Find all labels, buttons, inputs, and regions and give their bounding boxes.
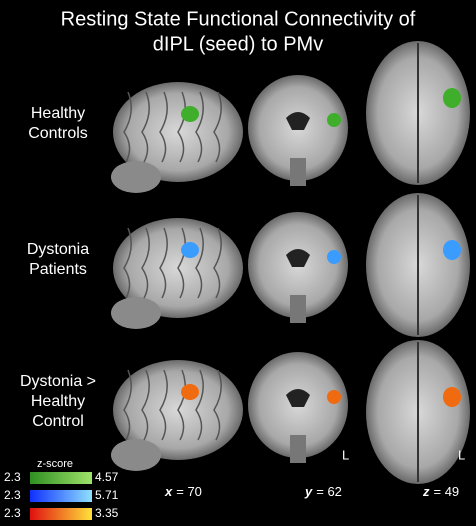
cerebellum <box>111 161 161 193</box>
sulcus <box>141 369 150 441</box>
cerebellum <box>111 439 161 471</box>
slice-value: = 49 <box>434 484 460 499</box>
sulcus <box>159 227 168 299</box>
activation-blob <box>443 387 461 407</box>
slice-value: = 62 <box>316 484 342 499</box>
row-label: Dystonia > <box>20 373 96 390</box>
orientation-mark: L <box>342 447 349 462</box>
row-label: Patients <box>29 261 87 278</box>
row-label: Dystonia <box>27 241 89 258</box>
ventricles <box>286 249 310 267</box>
cerebellum <box>111 297 161 329</box>
title-line: dIPL (seed) to PMv <box>153 33 323 55</box>
colorbar-min: 2.3 <box>4 470 21 484</box>
activation-blob <box>181 106 199 122</box>
sulcus <box>195 227 204 299</box>
brainstem <box>290 295 306 323</box>
row-label: Healthy <box>31 393 85 410</box>
sulcus <box>195 369 204 441</box>
sulcus <box>177 91 186 163</box>
colorbar-min: 2.3 <box>4 488 21 502</box>
ventricles <box>286 389 310 407</box>
activation-blob <box>181 384 199 400</box>
title-line: Resting State Functional Connectivity of <box>61 8 416 30</box>
sulcus <box>159 91 168 163</box>
slice-axis: x <box>164 484 173 499</box>
colorbar-max: 5.71 <box>95 488 119 502</box>
activation-blob <box>443 240 461 260</box>
sulcus <box>123 227 132 299</box>
sulcus <box>177 369 186 441</box>
sulcus <box>195 91 204 163</box>
brainstem <box>290 435 306 463</box>
slice-coordinate: x = 70 <box>164 484 202 499</box>
row-label: Control <box>32 413 84 430</box>
activation-blob <box>327 113 341 127</box>
sulcus <box>213 227 222 299</box>
ventricles <box>286 112 310 130</box>
colorbar <box>30 472 92 484</box>
slice-axis: z <box>422 484 430 499</box>
sulcus <box>123 91 132 163</box>
activation-blob <box>443 88 461 108</box>
activation-blob <box>327 390 341 404</box>
colorbar-min: 2.3 <box>4 506 21 520</box>
activation-blob <box>181 242 199 258</box>
sulcus <box>159 369 168 441</box>
activation-blob <box>327 250 341 264</box>
colorbar-max: 4.57 <box>95 470 119 484</box>
sulcus <box>123 369 132 441</box>
sulcus <box>213 369 222 441</box>
colorbar <box>30 490 92 502</box>
slice-coordinate: y = 62 <box>304 484 342 499</box>
sulcus <box>141 227 150 299</box>
sulcus <box>177 227 186 299</box>
brainstem <box>290 158 306 186</box>
slice-value: = 70 <box>176 484 202 499</box>
colorbar-max: 3.35 <box>95 506 119 520</box>
colorbar-title: z-score <box>37 458 73 470</box>
orientation-mark: L <box>458 447 465 462</box>
slice-coordinate: z = 49 <box>422 484 459 499</box>
sulcus <box>213 91 222 163</box>
colorbar <box>30 508 92 520</box>
row-label: Controls <box>28 125 88 142</box>
sulcus <box>141 91 150 163</box>
slice-axis: y <box>304 484 313 499</box>
row-label: Healthy <box>31 105 85 122</box>
